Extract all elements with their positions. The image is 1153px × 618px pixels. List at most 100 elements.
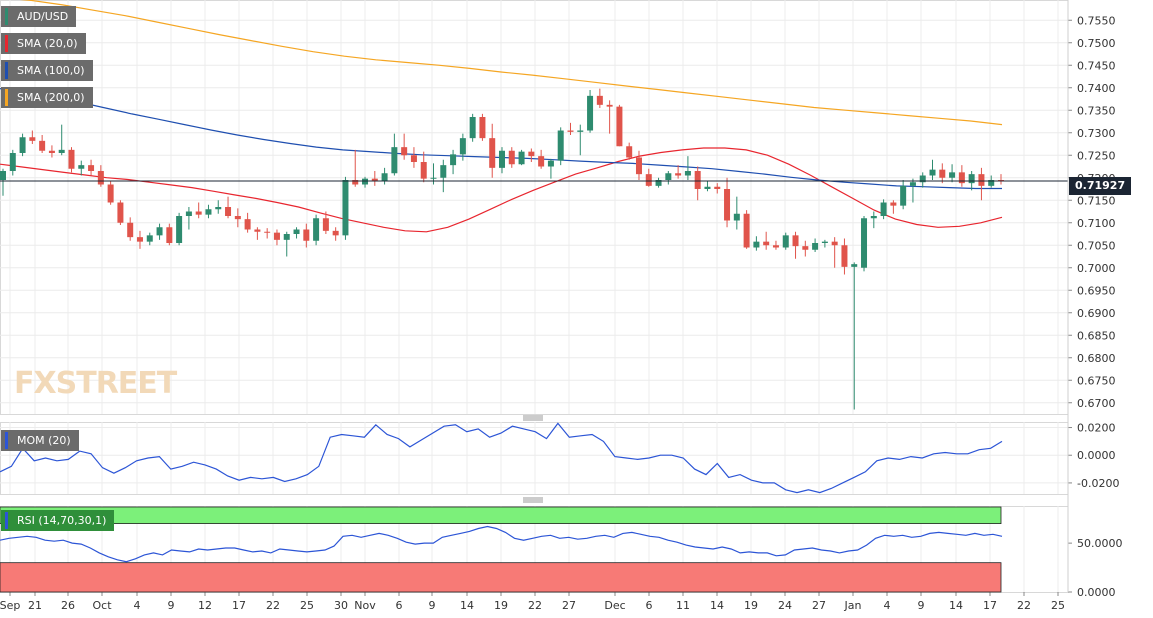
candle-body — [929, 169, 936, 176]
sma100-label[interactable]: SMA (100,0) — [1, 60, 93, 81]
pair-label-text: AUD/USD — [17, 10, 69, 23]
candle-body — [547, 160, 554, 167]
y-tick-label: 0.6800 — [1077, 352, 1116, 365]
x-tick-label: 6 — [646, 599, 653, 612]
sma200-label[interactable]: SMA (200,0) — [1, 87, 93, 108]
x-tick-label: 27 — [562, 599, 576, 612]
x-tick-label: 24 — [778, 599, 792, 612]
rsi-swatch — [5, 512, 8, 529]
candle-body — [870, 216, 877, 219]
candle-body — [58, 149, 65, 153]
x-tick-label: 22 — [1017, 599, 1031, 612]
mom-tick-label: 0.0200 — [1077, 422, 1116, 435]
candle-body — [831, 241, 838, 246]
x-tick-label: 9 — [168, 599, 175, 612]
candle-body — [430, 177, 437, 179]
candle-body — [587, 95, 594, 131]
candle-body — [684, 171, 691, 176]
candle-body — [489, 138, 496, 168]
candle-body — [743, 213, 750, 248]
candle-body — [254, 229, 261, 232]
x-tick-label: 22 — [528, 599, 542, 612]
candle-body — [185, 211, 192, 216]
candle-body — [391, 147, 398, 174]
candle-body — [939, 169, 946, 178]
candle-body — [851, 264, 858, 267]
rsi-tick-label: 50.0000 — [1077, 537, 1123, 550]
candle-body — [215, 207, 222, 210]
x-tick-label: 22 — [266, 599, 280, 612]
candle-body — [107, 184, 114, 203]
x-tick-label: 4 — [884, 599, 891, 612]
candle-body — [342, 180, 349, 236]
rsi-tick-label: 0.0000 — [1077, 586, 1116, 599]
sma20-label[interactable]: SMA (20,0) — [1, 33, 86, 54]
mom-tick-label: 0.0000 — [1077, 449, 1116, 462]
x-tick-label: 11 — [676, 599, 690, 612]
sma20-swatch — [5, 35, 8, 52]
pane-frame-0 — [0, 0, 1069, 415]
x-tick-label: 19 — [744, 599, 758, 612]
candle-body — [352, 180, 359, 185]
rsi-oversold-zone — [0, 562, 1002, 593]
candle-body — [978, 174, 985, 186]
x-tick-label: 14 — [710, 599, 724, 612]
candle-body — [9, 153, 16, 171]
candle-body — [821, 241, 828, 243]
x-tick-label: Sep — [0, 599, 20, 612]
current-price-tag: 0.71927 — [1069, 177, 1132, 195]
candle-body — [371, 178, 378, 182]
y-tick-label: 0.7250 — [1077, 149, 1116, 162]
candle-body — [792, 235, 799, 247]
x-tick-label: 9 — [429, 599, 436, 612]
mom-label[interactable]: MOM (20) — [1, 430, 79, 451]
candle-body — [890, 202, 897, 206]
candle-body — [450, 154, 457, 166]
candle-body — [136, 237, 143, 242]
candle-body — [362, 178, 369, 185]
x-tick-label: Nov — [354, 599, 376, 612]
candle-body — [19, 137, 26, 153]
candle-body — [195, 211, 202, 215]
x-tick-label: Dec — [604, 599, 625, 612]
candle-body — [606, 104, 613, 107]
candle-body — [156, 227, 163, 236]
sma200-label-text: SMA (200,0) — [17, 91, 85, 104]
y-tick-label: 0.7550 — [1077, 14, 1116, 27]
mom-line — [0, 422, 1003, 494]
candle-body — [459, 138, 466, 155]
x-tick-label: 12 — [198, 599, 212, 612]
candle-body — [655, 180, 662, 186]
candle-body — [958, 172, 965, 184]
candle-body — [48, 150, 55, 153]
candle-body — [704, 186, 711, 189]
candle-body — [381, 173, 388, 182]
y-tick-label: 0.7050 — [1077, 239, 1116, 252]
candle-body — [557, 130, 564, 161]
candle-body — [303, 229, 310, 241]
x-tick-label: 25 — [300, 599, 314, 612]
y-tick-label: 0.7500 — [1077, 37, 1116, 50]
rsi-label[interactable]: RSI (14,70,30,1) — [1, 510, 115, 531]
candle-body — [499, 150, 505, 168]
x-tick-label: 27 — [812, 599, 826, 612]
candle-body — [998, 180, 1004, 181]
pair-label[interactable]: AUD/USD — [1, 6, 77, 27]
y-tick-label: 0.7000 — [1077, 262, 1116, 275]
candle-body — [234, 216, 241, 220]
y-tick-label: 0.6750 — [1077, 374, 1116, 387]
candle-body — [841, 245, 848, 267]
candle-body — [78, 165, 85, 169]
candle-body — [772, 245, 779, 248]
mom-tick-label: -0.0200 — [1077, 477, 1119, 490]
candle-body — [626, 146, 633, 158]
candle-body — [919, 175, 926, 183]
sma20-label-text: SMA (20,0) — [17, 37, 78, 50]
y-tick-label: 0.7400 — [1077, 82, 1116, 95]
candle-body — [949, 172, 956, 178]
sma20-line — [0, 147, 1003, 233]
candle-body — [763, 241, 770, 246]
x-tick-label: 30 — [334, 599, 348, 612]
candle-body — [313, 218, 320, 241]
